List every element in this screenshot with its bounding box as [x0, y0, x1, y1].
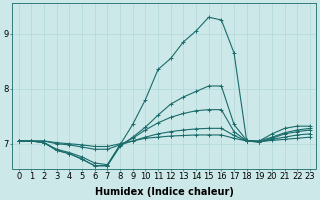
X-axis label: Humidex (Indice chaleur): Humidex (Indice chaleur)	[95, 187, 234, 197]
